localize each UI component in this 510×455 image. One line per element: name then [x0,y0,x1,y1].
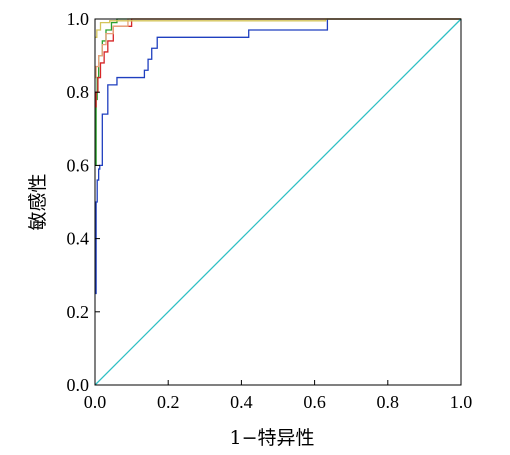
x-axis-title: 1−特异性 [229,427,314,449]
y-tick-label: 0.0 [67,375,90,395]
x-tick-label: 0.6 [303,392,326,412]
roc-series-line-2 [95,18,461,167]
roc-series-line-3 [95,18,461,108]
series-layer [94,18,462,386]
y-tick-label: 0.4 [67,229,90,249]
roc-series-line-6 [94,18,462,386]
x-tick-label: 0.8 [377,392,400,412]
roc-series-line-5 [95,18,461,38]
y-axis-title: 敏感性 [27,173,49,230]
x-tick-label: 0.0 [84,392,107,412]
y-tick-label: 0.6 [67,155,90,175]
y-tick-label: 0.8 [67,82,90,102]
plot-frame [94,18,462,386]
x-tick-label: 0.2 [157,392,180,412]
y-tick-label: 1.0 [67,9,90,29]
x-tick-label: 0.4 [230,392,253,412]
roc-series-line-1 [95,18,461,295]
x-tick-label: 1.0 [450,392,473,412]
ticks-layer: 0.0 0.2 0.4 0.6 0.8 1.0 0.0 0.2 0.4 0.6 0.8 1.0 [67,9,473,412]
y-tick-label: 0.2 [67,302,90,322]
roc-series-line-4 [95,18,461,79]
